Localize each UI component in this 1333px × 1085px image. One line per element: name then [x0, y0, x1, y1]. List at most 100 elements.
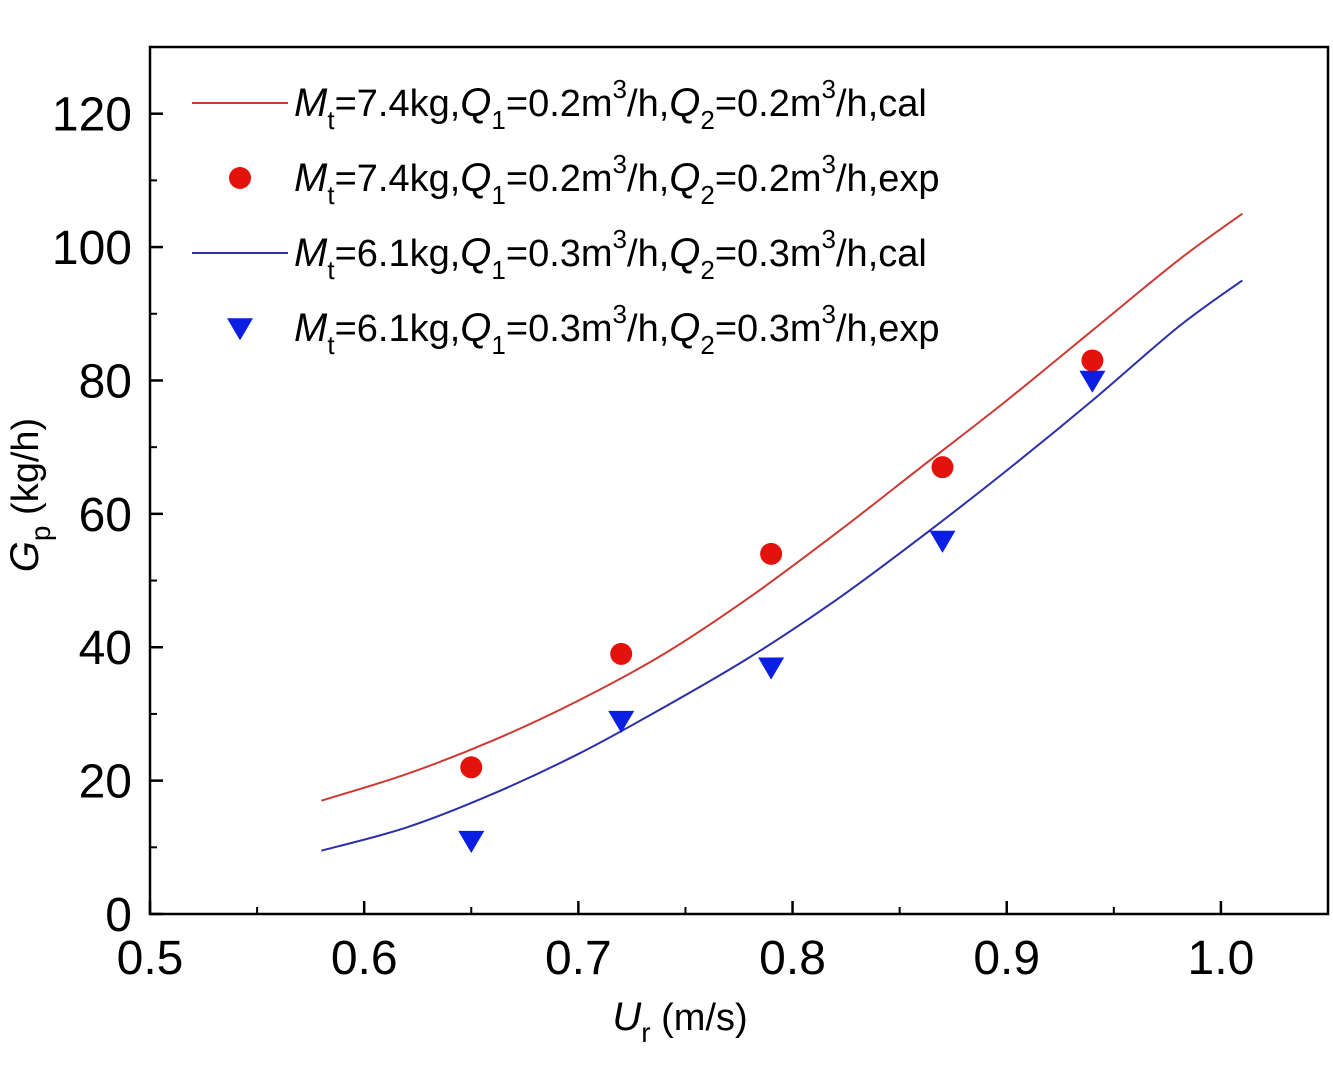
- legend-label-part: =6.1kg,: [335, 233, 461, 275]
- data-point: [458, 830, 485, 853]
- data-point: [758, 657, 785, 680]
- data-point: [1079, 370, 1106, 393]
- x-tick-label: 0.8: [759, 932, 826, 985]
- y-tick-label: 80: [79, 355, 132, 408]
- legend-label-part: =0.2m: [715, 158, 822, 200]
- legend-label-part: Q: [460, 81, 491, 125]
- legend-swatch-marker: [229, 167, 251, 189]
- legend-swatch-marker: [227, 318, 253, 341]
- legend-label-part: /h,: [627, 308, 669, 350]
- x-tick-label: 0.5: [117, 932, 184, 985]
- legend-item-4: Mt=6.1kg,Q1=0.3m3/h,Q2=0.3m3/h,exp: [227, 299, 940, 360]
- data-point: [929, 530, 956, 553]
- legend-label-part: 1: [491, 105, 505, 135]
- legend-label-part: =0.2m: [506, 158, 613, 200]
- legend-label-part: /h,cal: [836, 83, 927, 125]
- series-1: [321, 212, 1243, 802]
- legend-label-part: 1: [491, 180, 505, 210]
- legend-label-part: /h,exp: [836, 158, 940, 200]
- legend: Mt=7.4kg,Q1=0.2m3/h,Q2=0.2m3/h,calMt=7.4…: [192, 74, 940, 360]
- legend-label-part: t: [327, 330, 335, 360]
- y-tick-label: 0: [105, 889, 132, 942]
- legend-label-part: 3: [613, 224, 627, 254]
- series-line: [321, 212, 1243, 802]
- y-tick-label: 20: [79, 756, 132, 809]
- legend-label-part: =0.3m: [715, 308, 822, 350]
- data-point: [610, 642, 633, 665]
- legend-item-2: Mt=7.4kg,Q1=0.2m3/h,Q2=0.2m3/h,exp: [229, 149, 940, 210]
- legend-label-part: Q: [669, 231, 700, 275]
- series-4: [458, 370, 1106, 853]
- legend-label-part: =7.4kg,: [335, 158, 461, 200]
- legend-label-part: 3: [613, 299, 627, 329]
- legend-label-part: =0.2m: [715, 83, 822, 125]
- legend-label-part: /h,: [627, 158, 669, 200]
- legend-label-part: =6.1kg,: [335, 308, 461, 350]
- y-tick-label: 60: [79, 489, 132, 542]
- y-axis-title-main: G: [3, 541, 47, 572]
- series-line: [321, 279, 1243, 852]
- legend-label-part: 1: [491, 330, 505, 360]
- legend-label-part: /h,: [627, 83, 669, 125]
- y-axis-title: Gp (kg/h): [3, 418, 56, 572]
- ticks-layer: 0.5 0.6 0.7 0.8 0.9 1.0 0 20 40 60 80 100 120: [52, 89, 1254, 985]
- legend-item-1: Mt=7.4kg,Q1=0.2m3/h,Q2=0.2m3/h,cal: [192, 74, 927, 135]
- legend-label-part: t: [327, 255, 335, 285]
- series-3: [321, 279, 1243, 852]
- legend-label-part: 3: [822, 224, 836, 254]
- legend-label-part: Q: [669, 81, 700, 125]
- legend-label-part: 1: [491, 255, 505, 285]
- legend-label-part: /h,cal: [836, 233, 927, 275]
- legend-label-part: =0.2m: [506, 83, 613, 125]
- data-point: [1081, 349, 1104, 372]
- legend-label-part: M: [294, 306, 328, 350]
- data-point: [460, 756, 483, 779]
- legend-label: Mt=7.4kg,Q1=0.2m3/h,Q2=0.2m3/h,cal: [294, 74, 927, 135]
- data-point: [931, 456, 954, 479]
- legend-label: Mt=6.1kg,Q1=0.3m3/h,Q2=0.3m3/h,exp: [294, 299, 940, 360]
- legend-label-part: 2: [700, 330, 714, 360]
- legend-label-part: /h,: [627, 233, 669, 275]
- y-tick-label: 100: [52, 222, 132, 275]
- legend-label: Mt=6.1kg,Q1=0.3m3/h,Q2=0.3m3/h,cal: [294, 224, 927, 285]
- legend-label-part: t: [327, 180, 335, 210]
- legend-label-part: 3: [822, 299, 836, 329]
- x-axis-title-unit: (m/s): [651, 997, 748, 1039]
- legend-label-part: M: [294, 156, 328, 200]
- y-tick-label: 40: [79, 622, 132, 675]
- legend-label-part: t: [327, 105, 335, 135]
- legend-label-part: 2: [700, 105, 714, 135]
- legend-label-part: 3: [613, 149, 627, 179]
- x-tick-label: 0.7: [545, 932, 612, 985]
- legend-label-part: /h,exp: [836, 308, 940, 350]
- legend-item-3: Mt=6.1kg,Q1=0.3m3/h,Q2=0.3m3/h,cal: [192, 224, 927, 285]
- x-axis-title: Ur (m/s): [612, 995, 747, 1048]
- data-point: [608, 710, 635, 733]
- legend-label-part: =7.4kg,: [335, 83, 461, 125]
- legend-label-part: Q: [460, 306, 491, 350]
- x-axis-title-main: U: [612, 995, 642, 1039]
- x-axis-title-sub: r: [641, 1017, 650, 1048]
- series-layer: [321, 212, 1243, 853]
- x-tick-label: 0.6: [331, 932, 398, 985]
- plot-frame: [148, 45, 1330, 916]
- legend-label-part: M: [294, 231, 328, 275]
- legend-label-part: 3: [613, 74, 627, 104]
- legend-label-part: 3: [822, 74, 836, 104]
- legend-label-part: Q: [669, 156, 700, 200]
- legend-label-part: Q: [460, 156, 491, 200]
- legend-label-part: M: [294, 81, 328, 125]
- x-tick-label: 0.9: [973, 932, 1040, 985]
- legend-label-part: Q: [460, 231, 491, 275]
- legend-label-part: 3: [822, 149, 836, 179]
- legend-label-part: =0.3m: [506, 308, 613, 350]
- legend-label-part: =0.3m: [506, 233, 613, 275]
- y-axis-title-sub: p: [25, 526, 56, 542]
- data-point: [760, 542, 783, 565]
- legend-label-part: 2: [700, 255, 714, 285]
- x-tick-label: 1.0: [1188, 932, 1255, 985]
- legend-label-part: =0.3m: [715, 233, 822, 275]
- y-axis-title-unit: (kg/h): [5, 418, 47, 526]
